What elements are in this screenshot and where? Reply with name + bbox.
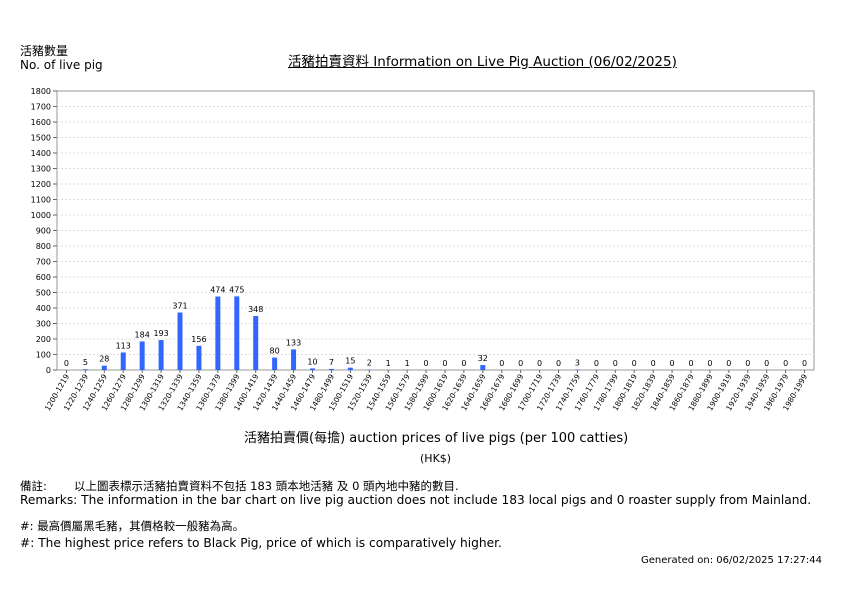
y-tick-label: 1100: [31, 196, 51, 205]
currency-unit: (HK$): [420, 452, 452, 465]
plot-area: [56, 90, 815, 371]
data-label: 0: [442, 359, 447, 368]
bar: [196, 345, 202, 370]
data-label: 348: [248, 305, 263, 314]
data-label: 0: [707, 359, 712, 368]
data-label: 0: [499, 359, 504, 368]
data-label: 3: [575, 359, 580, 368]
y-tick-label: 500: [36, 289, 51, 298]
data-label: 0: [518, 359, 523, 368]
y-tick-label: 1000: [31, 211, 51, 220]
generated-timestamp: Generated on: 06/02/2025 17:27:44: [641, 555, 822, 566]
data-label: 371: [172, 301, 187, 310]
y-tick-label: 1400: [31, 149, 51, 158]
data-label: 0: [745, 359, 750, 368]
bar: [309, 368, 315, 370]
y-tick-label: 200: [36, 335, 51, 344]
remarks-label-zh: 備註:: [20, 479, 47, 493]
y-axis-title-en: No. of live pig: [20, 58, 103, 72]
data-label: 1: [405, 359, 410, 368]
bar: [101, 365, 107, 370]
y-tick-label: 1800: [31, 87, 51, 96]
note-zh: #: 最高價屬黑毛豬，其價格較一般豬為高。: [20, 519, 245, 533]
data-label: 0: [423, 359, 428, 368]
y-tick-label: 0: [46, 366, 51, 375]
y-tick-label: 1200: [31, 180, 51, 189]
data-label: 5: [83, 358, 88, 367]
y-axis-title-zh: 活豬數量: [20, 44, 69, 58]
y-tick-label: 1500: [31, 134, 51, 143]
bar: [177, 312, 183, 370]
data-label: 133: [286, 338, 301, 347]
data-label: 1: [386, 359, 391, 368]
data-label: 0: [670, 359, 675, 368]
data-label: 10: [307, 357, 317, 366]
y-tick-label: 400: [36, 304, 51, 313]
data-label: 0: [64, 359, 69, 368]
bar: [234, 296, 240, 370]
y-tick-label: 1700: [31, 103, 51, 112]
bar: [82, 369, 88, 370]
bar-chart: 0100200300400500600700800900100011001200…: [31, 87, 815, 412]
y-tick-label: 300: [36, 320, 51, 329]
data-label: 113: [116, 341, 131, 350]
remarks-zh: 以上圖表標示活豬拍賣資料不包括 183 頭本地活豬 及 0 頭內地中豬的數目.: [74, 479, 459, 493]
data-label: 0: [802, 359, 807, 368]
data-label: 475: [229, 285, 244, 294]
data-label: 0: [632, 359, 637, 368]
data-label: 156: [191, 335, 206, 344]
data-label: 193: [153, 329, 168, 338]
bar: [480, 365, 486, 370]
data-label: 0: [537, 359, 542, 368]
y-tick-label: 600: [36, 273, 51, 282]
data-label: 80: [270, 347, 280, 356]
data-label: 0: [764, 359, 769, 368]
data-label: 7: [329, 358, 334, 367]
y-tick-label: 900: [36, 227, 51, 236]
y-tick-label: 1300: [31, 165, 51, 174]
data-label: 474: [210, 286, 225, 295]
bar: [139, 341, 145, 370]
data-label: 0: [783, 359, 788, 368]
y-tick-label: 100: [36, 351, 51, 360]
x-axis-title: 活豬拍賣價(每擔) auction prices of live pigs (p…: [244, 431, 629, 446]
data-label: 184: [135, 330, 150, 339]
data-label: 0: [613, 359, 618, 368]
bar: [158, 340, 164, 370]
y-tick-label: 800: [36, 242, 51, 251]
remarks-en: Remarks: The information in the bar char…: [20, 493, 812, 507]
bar: [215, 296, 221, 370]
bar: [328, 368, 334, 370]
bar: [272, 357, 278, 370]
data-label: 2: [367, 359, 372, 368]
data-label: 0: [461, 359, 466, 368]
data-label: 15: [345, 357, 355, 366]
y-tick-label: 1600: [31, 118, 51, 127]
data-label: 0: [726, 359, 731, 368]
data-label: 28: [99, 355, 109, 364]
data-label: 0: [556, 359, 561, 368]
bar: [291, 349, 297, 370]
note-en: #: The highest price refers to Black Pig…: [20, 536, 502, 550]
data-label: 0: [688, 359, 693, 368]
chart-title: 活豬拍賣資料 Information on Live Pig Auction (…: [288, 54, 677, 70]
data-label: 0: [651, 359, 656, 368]
bar: [347, 367, 353, 370]
data-label: 32: [478, 354, 488, 363]
bar: [120, 352, 126, 370]
y-tick-label: 700: [36, 258, 51, 267]
data-label: 0: [594, 359, 599, 368]
bar: [253, 316, 259, 370]
